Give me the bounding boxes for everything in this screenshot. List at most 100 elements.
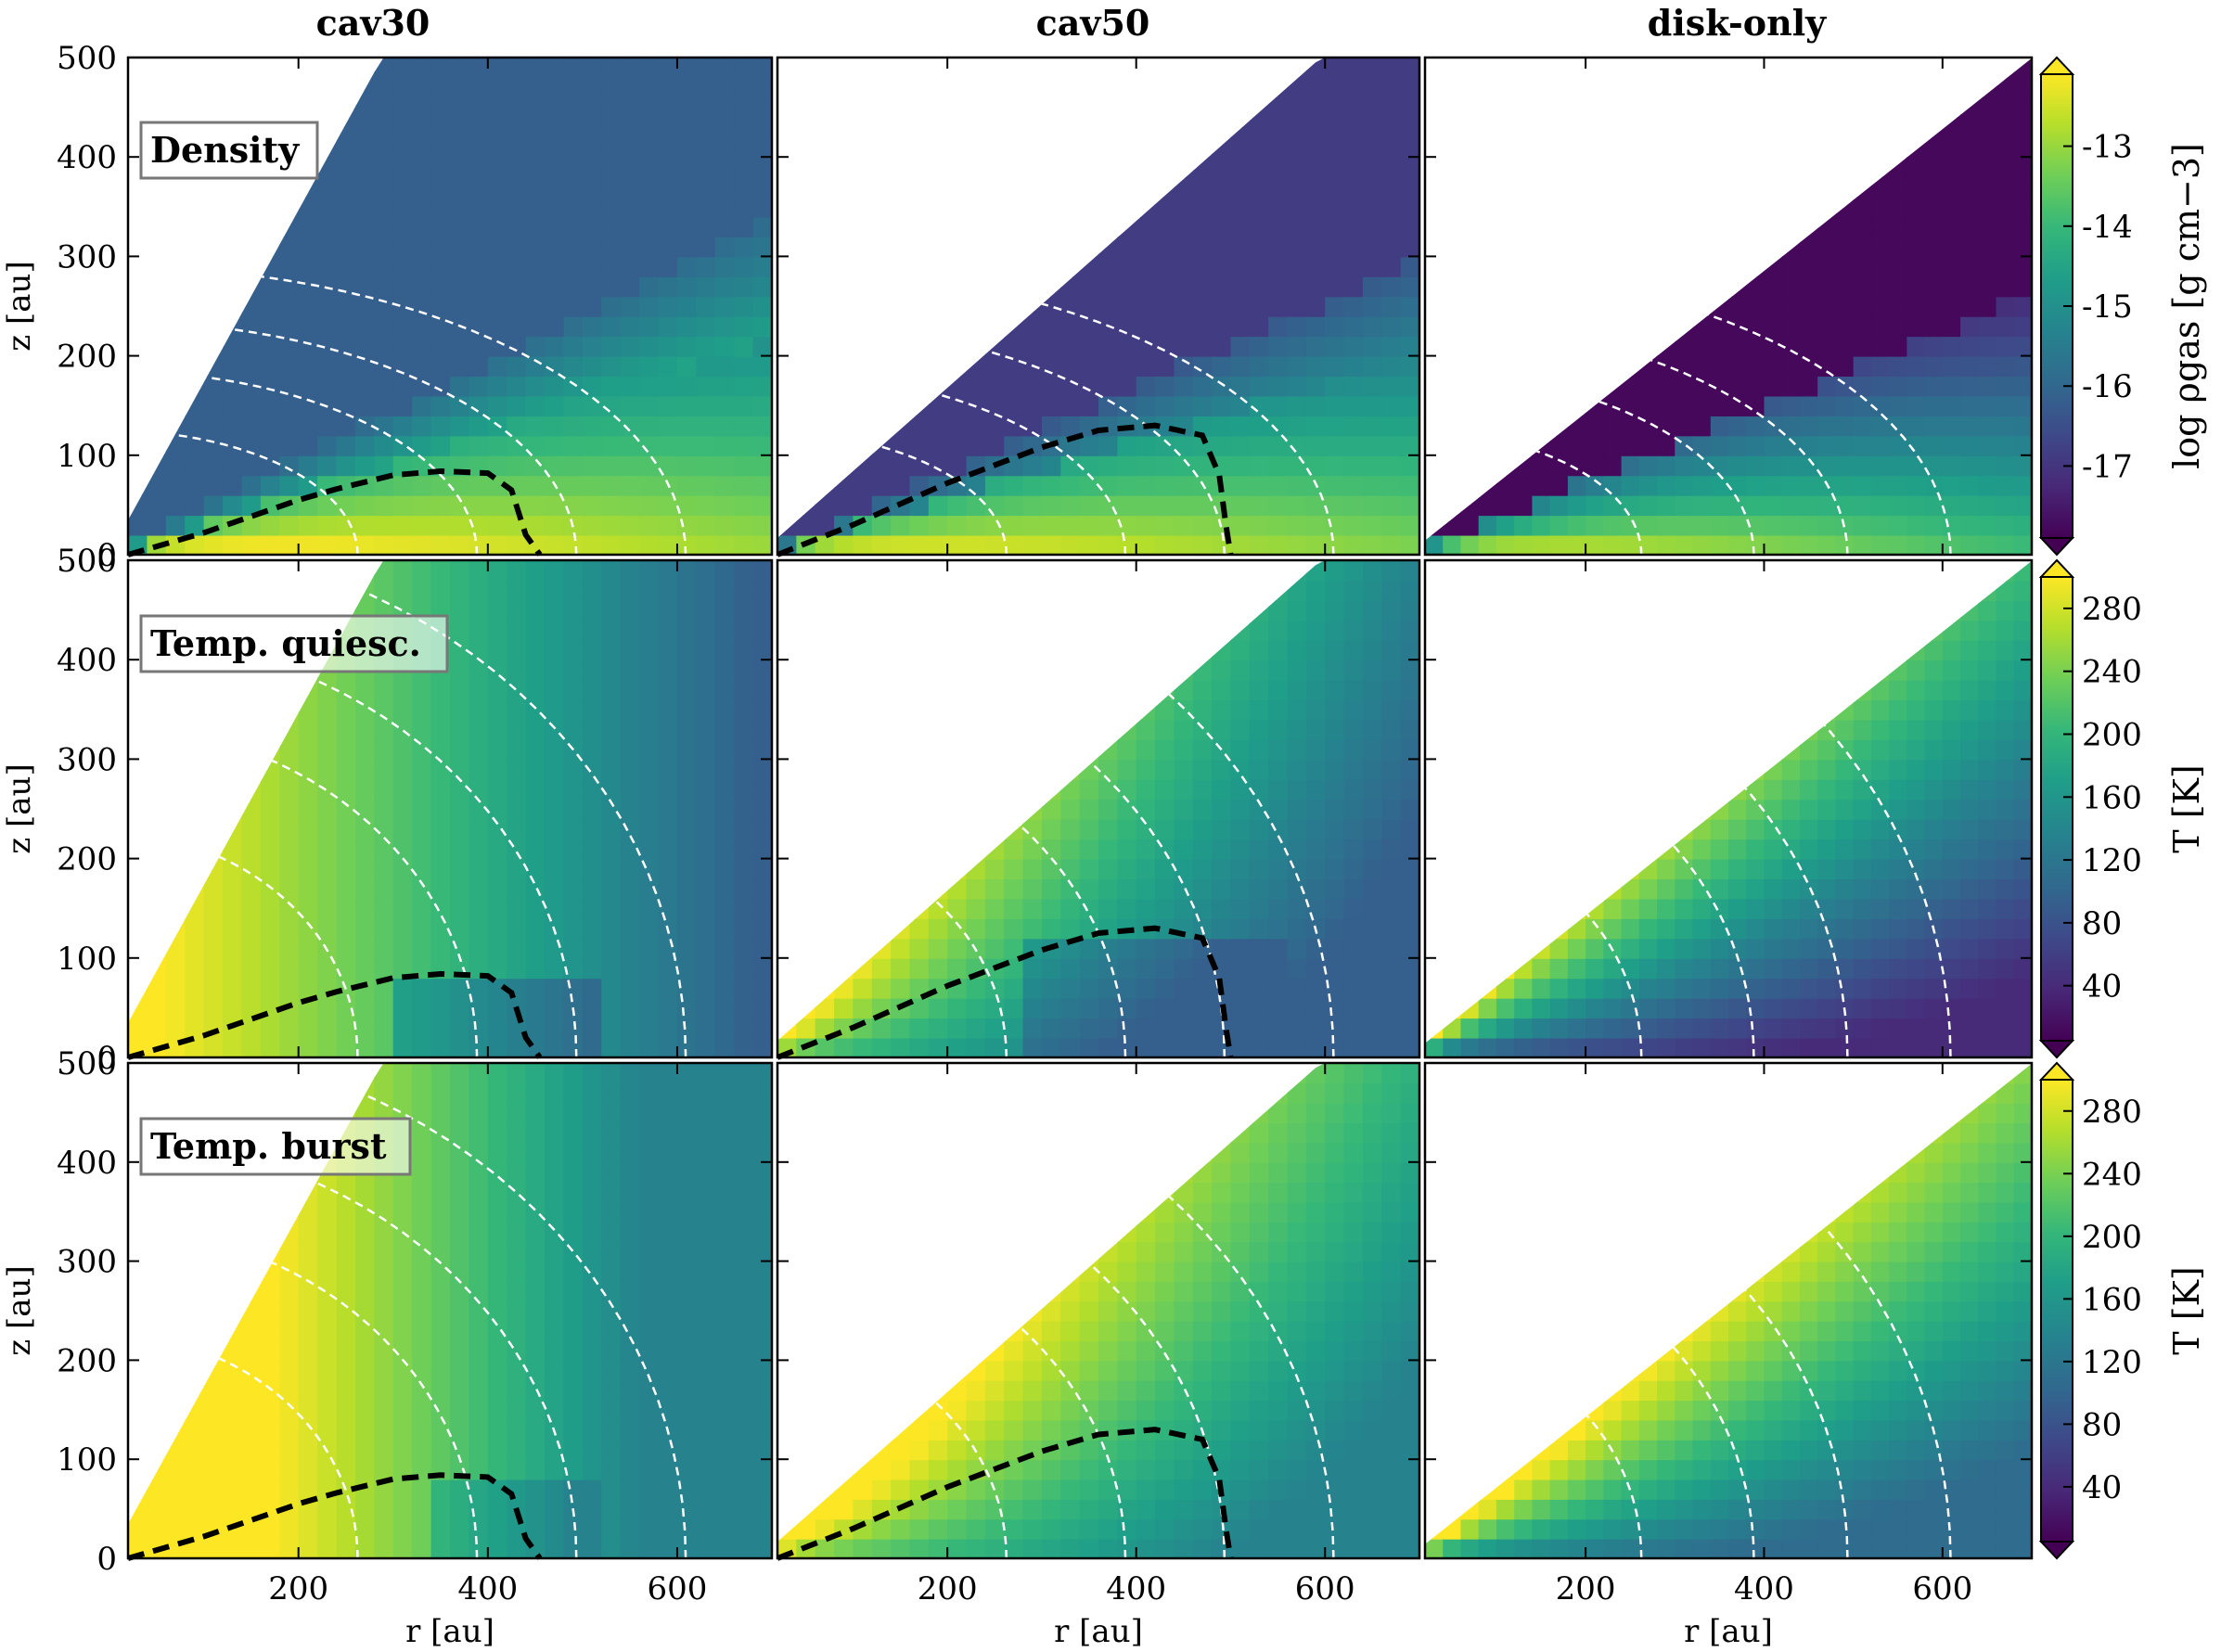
heatmap-cell	[1532, 719, 1551, 740]
heatmap-cell	[696, 534, 716, 555]
heatmap-cell	[1638, 275, 1659, 298]
heatmap-cell	[1443, 599, 1462, 621]
heatmap-cell	[1060, 296, 1081, 317]
heatmap-cell	[752, 818, 772, 840]
heatmap-cell	[487, 719, 508, 740]
heatmap-cell	[1400, 117, 1419, 138]
heatmap-cell	[676, 216, 698, 237]
heatmap-cell	[1978, 117, 1997, 138]
heatmap-cell	[1136, 560, 1157, 582]
heatmap-cell	[966, 560, 986, 582]
heatmap-cell	[1746, 176, 1765, 198]
heatmap-cell	[909, 759, 930, 780]
heatmap-cell	[1155, 197, 1175, 218]
heatmap-cell	[1710, 435, 1729, 456]
heatmap-cell	[1060, 858, 1081, 880]
heatmap-cell	[392, 699, 414, 721]
heatmap-cell	[658, 197, 678, 218]
heatmap-cell	[1192, 515, 1213, 536]
heatmap-cell	[1079, 315, 1099, 338]
heatmap-cell	[298, 580, 319, 601]
heatmap-cell	[430, 818, 451, 840]
heatmap-cell	[507, 878, 527, 900]
heatmap-cell	[1889, 435, 1908, 456]
heatmap-cell	[1004, 296, 1024, 317]
heatmap-cell	[1343, 256, 1364, 277]
heatmap-cell	[1764, 957, 1783, 980]
heatmap-cell	[374, 336, 394, 357]
heatmap-cell	[834, 455, 854, 477]
heatmap-cell	[1381, 738, 1402, 761]
heatmap-cell	[1325, 759, 1345, 780]
heatmap-cell	[298, 176, 319, 198]
heatmap-cell	[545, 699, 565, 721]
heatmap-cell	[430, 917, 451, 940]
heatmap-cell	[1532, 296, 1551, 317]
heatmap-cell	[203, 336, 225, 357]
heatmap-cell	[1799, 494, 1819, 517]
heatmap-cell	[1870, 77, 1891, 98]
heatmap-cell	[1621, 236, 1640, 258]
heatmap-cell	[545, 878, 565, 900]
heatmap-cell	[601, 197, 622, 218]
heatmap-cell	[1136, 256, 1157, 277]
heatmap-cell	[1155, 1018, 1175, 1039]
heatmap-cell	[1657, 997, 1676, 1019]
heatmap-cell	[853, 534, 873, 555]
heatmap-cell	[1478, 117, 1497, 138]
heatmap-cell	[430, 938, 451, 959]
heatmap-cell	[1268, 997, 1289, 1019]
heatmap-cell	[1460, 679, 1480, 701]
heatmap-cell	[1889, 157, 1908, 178]
heatmap-cell	[487, 839, 508, 860]
heatmap-cell	[752, 997, 772, 1019]
heatmap-cell	[185, 197, 205, 218]
heatmap-cell	[601, 938, 622, 959]
heatmap-cell	[1136, 759, 1157, 780]
heatmap-cell	[1443, 236, 1462, 258]
heatmap-cell	[165, 176, 186, 198]
heatmap-cell	[1675, 236, 1694, 258]
heatmap-cell	[928, 818, 949, 840]
heatmap-cell	[1746, 759, 1765, 780]
heatmap-cell	[966, 216, 986, 237]
heatmap-cell	[947, 858, 968, 880]
heatmap-cell	[1710, 117, 1729, 138]
heatmap-cell	[1174, 878, 1194, 900]
heatmap-cell	[734, 216, 754, 237]
heatmap-cell	[1478, 759, 1497, 780]
heatmap-cell	[1942, 236, 1962, 258]
heatmap-cell	[1425, 58, 1444, 79]
heatmap-cell	[317, 917, 338, 940]
heatmap-cell	[1004, 77, 1024, 98]
heatmap-cell	[639, 620, 660, 641]
heatmap-cell	[714, 560, 736, 582]
heatmap-cell	[891, 878, 911, 900]
heatmap-cell	[777, 96, 798, 119]
heatmap-cell	[815, 898, 836, 919]
heatmap-cell	[525, 679, 546, 701]
heatmap-cell	[563, 799, 584, 820]
heatmap-cell	[1004, 376, 1024, 397]
heatmap-cell	[374, 1018, 394, 1039]
heatmap-cell	[1996, 256, 2015, 277]
heatmap-cell	[1549, 1018, 1569, 1039]
heatmap-cell	[1532, 77, 1551, 98]
heatmap-cell	[1978, 494, 1997, 517]
heatmap-cell	[696, 620, 716, 641]
heatmap-cell	[1041, 494, 1062, 517]
heatmap-cell	[909, 1018, 930, 1039]
heatmap-cell	[582, 599, 603, 621]
heatmap-cell	[891, 296, 911, 317]
heatmap-cell	[1603, 376, 1623, 397]
heatmap-cell	[1514, 275, 1534, 298]
heatmap-cell	[1638, 778, 1659, 800]
heatmap-cell	[1496, 176, 1516, 198]
heatmap-cell	[834, 580, 854, 601]
heatmap-cell	[1362, 216, 1383, 237]
heatmap-cell	[1728, 580, 1748, 601]
heatmap-cell	[165, 938, 186, 959]
heatmap-cell	[392, 515, 414, 536]
heatmap-cell	[734, 560, 754, 582]
heatmap-cell	[1532, 395, 1551, 416]
